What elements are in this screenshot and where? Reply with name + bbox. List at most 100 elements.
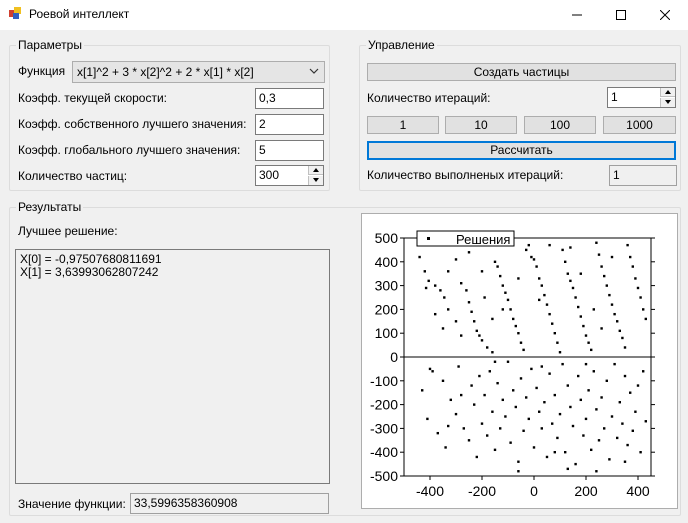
data-point xyxy=(579,315,582,318)
data-point xyxy=(499,427,502,430)
data-point xyxy=(538,277,541,280)
data-point xyxy=(569,279,572,283)
data-point xyxy=(629,391,632,394)
data-point xyxy=(517,332,520,335)
data-point xyxy=(610,415,614,418)
function-value-label: Значение функции: xyxy=(18,497,126,511)
x-tick-label: -400 xyxy=(416,483,444,499)
data-point xyxy=(517,470,520,473)
data-point xyxy=(574,462,577,466)
data-point xyxy=(486,434,489,437)
iterations-label: Количество итераций: xyxy=(367,91,491,105)
data-point xyxy=(465,289,468,292)
data-point xyxy=(491,351,494,354)
data-point xyxy=(618,401,621,404)
app-icon xyxy=(9,7,21,19)
data-point xyxy=(480,270,484,273)
function-value-field: 33,5996358360908 xyxy=(130,493,329,514)
data-point xyxy=(631,265,634,268)
data-point xyxy=(553,332,556,335)
data-point xyxy=(454,258,458,261)
function-label: Функция xyxy=(18,64,66,78)
data-point xyxy=(553,393,556,397)
y-tick-label: -200 xyxy=(370,397,398,413)
data-point xyxy=(493,260,497,263)
data-point xyxy=(548,312,551,316)
data-point xyxy=(543,293,546,297)
data-point xyxy=(506,298,510,302)
iterations-up-button[interactable] xyxy=(660,88,675,97)
data-point xyxy=(512,389,515,392)
data-point xyxy=(496,265,499,268)
preset-100-button[interactable]: 100 xyxy=(524,116,596,134)
iterations-value: 1 xyxy=(611,90,618,104)
data-point xyxy=(634,410,637,413)
function-select[interactable]: x[1]^2 + 3 * x[2]^2 + 2 * x[1] * x[2] xyxy=(72,61,325,83)
preset-1-button[interactable]: 1 xyxy=(367,116,439,134)
data-point xyxy=(582,324,585,328)
data-point xyxy=(584,334,588,337)
data-point xyxy=(623,374,627,378)
data-point xyxy=(423,270,426,273)
best-solution-label: Лучшее решение: xyxy=(18,224,118,238)
close-icon xyxy=(660,10,670,20)
y-tick-label: -400 xyxy=(370,444,398,460)
preset-1000-button[interactable]: 1000 xyxy=(603,116,676,134)
data-point xyxy=(460,393,463,397)
data-point xyxy=(496,381,499,385)
results-group: Результаты xyxy=(9,200,681,516)
iterations-down-button[interactable] xyxy=(660,98,675,107)
arrow-up-icon xyxy=(665,90,671,94)
data-point xyxy=(467,301,471,304)
data-point xyxy=(579,272,582,275)
data-point xyxy=(535,265,538,268)
particles-down-button[interactable] xyxy=(308,176,323,185)
minimize-button[interactable] xyxy=(554,0,600,30)
data-point xyxy=(475,329,478,333)
legend-label: Решения xyxy=(456,232,510,247)
data-point xyxy=(595,408,598,411)
calculate-button[interactable]: Рассчитать xyxy=(367,141,676,160)
data-point xyxy=(517,277,520,280)
data-point xyxy=(639,296,642,299)
data-point xyxy=(454,412,458,416)
data-point xyxy=(426,417,429,421)
own-best-input[interactable]: 2 xyxy=(255,114,324,135)
data-point xyxy=(501,398,504,402)
data-point xyxy=(600,265,603,268)
y-tick-label: 400 xyxy=(375,254,399,270)
y-tick-label: -300 xyxy=(370,420,398,436)
data-point xyxy=(642,308,645,311)
global-best-input[interactable]: 5 xyxy=(255,140,324,161)
title-bar: Роевой интеллект xyxy=(0,0,688,30)
done-iterations-label: Количество выполненых итераций: xyxy=(367,168,564,182)
particles-up-button[interactable] xyxy=(308,166,323,175)
data-point xyxy=(535,386,538,390)
legend-box xyxy=(416,230,515,247)
data-point xyxy=(522,429,525,432)
iterations-stepper[interactable]: 1 xyxy=(607,87,676,108)
data-point xyxy=(486,346,489,349)
data-point xyxy=(564,451,567,454)
data-point xyxy=(436,431,439,435)
data-point xyxy=(504,291,507,294)
velocity-input[interactable]: 0,3 xyxy=(255,88,324,109)
data-point xyxy=(597,253,601,256)
maximize-button[interactable] xyxy=(598,0,644,30)
data-point xyxy=(540,365,543,368)
particles-stepper[interactable]: 300 xyxy=(255,165,324,186)
create-particles-button[interactable]: Создать частицы xyxy=(367,63,676,81)
data-point xyxy=(616,320,619,323)
data-point xyxy=(577,374,580,378)
own-best-label: Коэфф. собственного лучшего значения: xyxy=(18,117,247,131)
data-point xyxy=(522,348,525,352)
data-point xyxy=(493,448,497,452)
data-point xyxy=(577,305,580,309)
data-point xyxy=(434,284,437,287)
data-point xyxy=(460,334,463,337)
data-point xyxy=(525,248,528,252)
data-point xyxy=(543,401,546,404)
preset-10-button[interactable]: 10 xyxy=(445,116,517,134)
close-button[interactable] xyxy=(642,0,688,30)
data-point xyxy=(545,303,549,306)
